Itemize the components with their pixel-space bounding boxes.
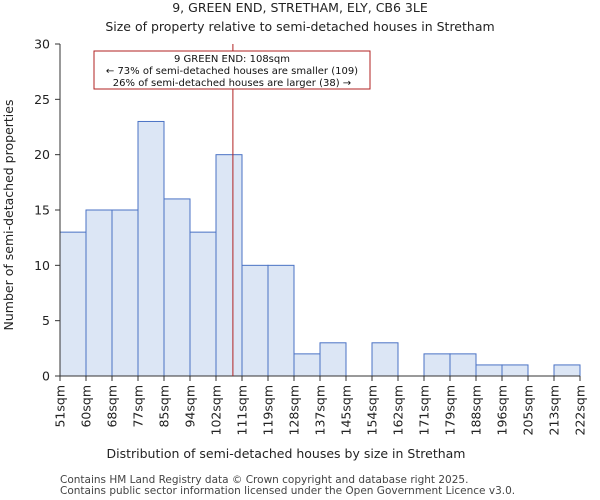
bar-68sqm [111, 209, 139, 377]
chart-subtitle: Size of property relative to semi-detach… [105, 19, 494, 34]
bar-179sqm [449, 353, 477, 377]
x-tick-label: 51sqm [53, 385, 68, 428]
annotation-line-2: ← 73% of semi-detached houses are smalle… [106, 66, 358, 77]
x-tick-label: 68sqm [105, 385, 120, 428]
x-tick-label: 196sqm [495, 385, 510, 435]
bar-154sqm [371, 342, 399, 377]
bar-171sqm [423, 353, 451, 377]
x-tick-label: 205sqm [521, 385, 536, 435]
bar-137sqm [319, 342, 347, 377]
bar-188sqm [475, 364, 503, 377]
x-tick-label: 94sqm [183, 385, 198, 428]
chart-title: 9, GREEN END, STRETHAM, ELY, CB6 3LE [172, 0, 428, 15]
x-tick-label: 188sqm [469, 385, 484, 435]
x-tick-label: 85sqm [157, 385, 172, 428]
x-tick-label: 171sqm [417, 385, 432, 435]
footer-line-1: Contains HM Land Registry data © Crown c… [60, 474, 468, 486]
x-tick-label: 77sqm [131, 385, 146, 428]
x-tick-label: 179sqm [443, 385, 458, 435]
x-axis-label: Distribution of semi-detached houses by … [107, 446, 466, 461]
x-tick-label: 145sqm [339, 385, 354, 435]
footer-line-2: Contains public sector information licen… [60, 485, 515, 497]
y-tick-label: 5 [42, 313, 50, 328]
x-tick-label: 213sqm [547, 385, 562, 435]
bar-51sqm [59, 231, 87, 377]
annotation-border [93, 50, 371, 90]
x-tick-label: 60sqm [79, 385, 94, 428]
x-tick-label: 119sqm [261, 385, 276, 435]
bar-128sqm [293, 353, 321, 377]
y-tick-label: 30 [34, 37, 50, 52]
bar-102sqm [215, 154, 243, 377]
bars-group [59, 120, 581, 377]
x-tick-label: 222sqm [573, 385, 588, 435]
x-tick-label: 137sqm [313, 385, 328, 435]
x-tick-label: 162sqm [391, 385, 406, 435]
y-tick-label: 15 [34, 203, 50, 218]
x-ticks: 51sqm 60sqm 68sqm 77sqm 85sqm 94sqm 102sqm 111s… [53, 376, 588, 435]
annotation-line-1: 9 GREEN END: 108sqm [174, 54, 290, 65]
x-tick-label: 111sqm [235, 385, 250, 435]
bar-60sqm [85, 209, 113, 377]
bar-111sqm [241, 264, 269, 377]
y-tick-label: 25 [34, 92, 50, 107]
y-tick-label: 10 [34, 258, 50, 273]
x-tick-label: 128sqm [287, 385, 302, 435]
bar-196sqm [501, 364, 529, 377]
annotation-box: 9 GREEN END: 108sqm ← 73% of semi-detach… [93, 50, 371, 90]
y-tick-label: 20 [34, 147, 50, 162]
annotation-line-3: 26% of semi-detached houses are larger (… [113, 78, 351, 89]
bar-85sqm [163, 198, 191, 377]
y-axis-label: Number of semi-detached properties [1, 100, 16, 331]
y-tick-label: 0 [42, 369, 50, 384]
bar-119sqm [267, 264, 295, 377]
bar-213sqm [553, 364, 581, 377]
bar-94sqm [189, 231, 217, 377]
x-tick-label: 154sqm [365, 385, 380, 435]
bar-77sqm [137, 120, 165, 377]
y-ticks: 0 5 10 15 20 25 30 [34, 37, 60, 384]
x-tick-label: 102sqm [209, 385, 224, 435]
